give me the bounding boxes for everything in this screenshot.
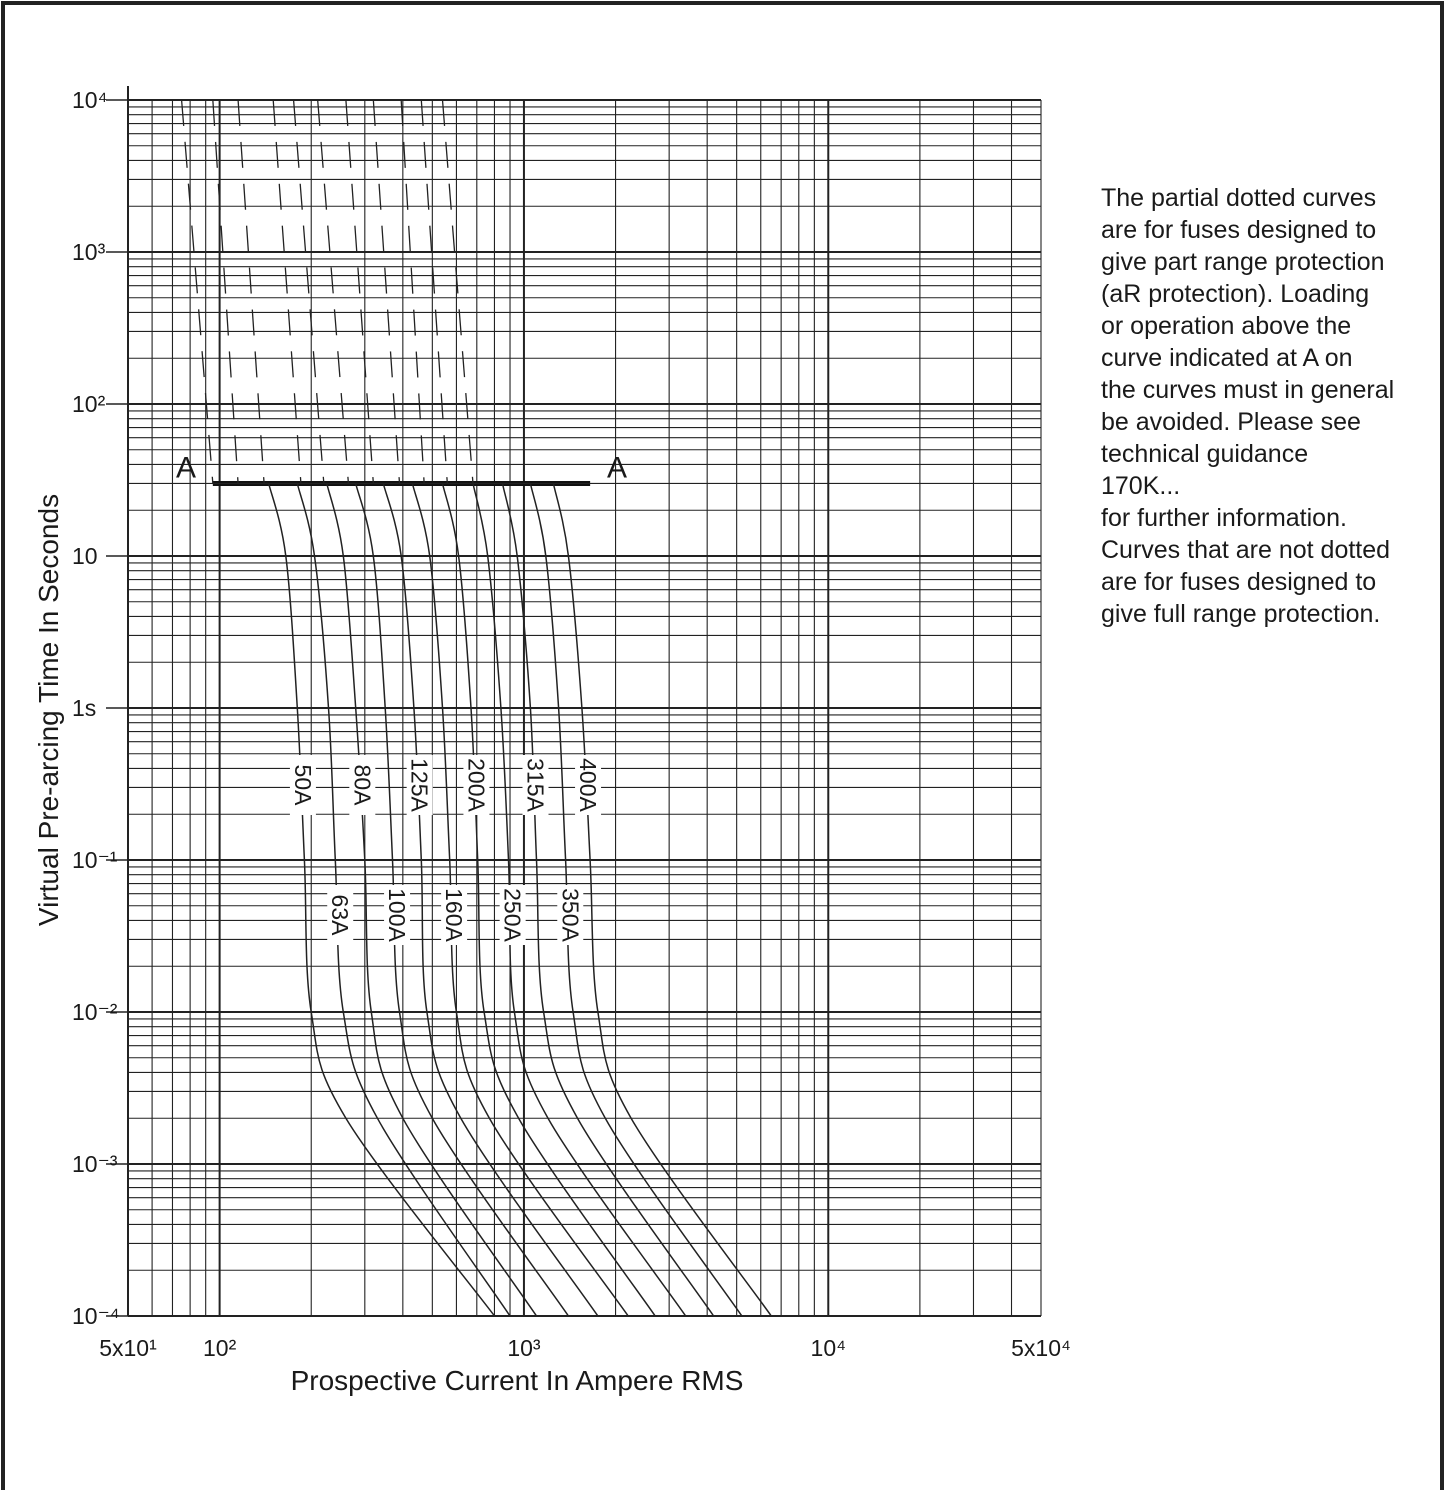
curve-label-315a: 315A <box>523 758 549 812</box>
curve-label-bg <box>349 755 376 815</box>
y-axis-label: Virtual Pre-arcing Time In Seconds <box>33 494 64 926</box>
x-axis-label: Prospective Current In Ampere RMS <box>291 1365 744 1396</box>
series-dotted-250a <box>372 99 401 484</box>
y-tick-label: 10² <box>72 391 106 417</box>
series-dotted-63a <box>212 99 239 484</box>
series-dotted-400a <box>441 99 474 484</box>
curve-label-250a: 250A <box>500 888 526 942</box>
curve-label-100a: 100A <box>384 888 410 942</box>
series-line-350a <box>529 483 743 1317</box>
y-tick-label: 10⁻³ <box>72 1151 118 1177</box>
curve-label-63a: 63A <box>327 895 353 937</box>
note-line: (aR protection). Loading <box>1101 280 1370 308</box>
series-dotted-50a <box>180 99 214 484</box>
note-line: Curves that are not dotted <box>1101 536 1391 564</box>
series-line-160a <box>411 483 629 1317</box>
series-dotted-350a <box>420 99 448 484</box>
curve-label-bg <box>289 755 316 815</box>
curve-label-bg <box>463 755 490 815</box>
curve-label-400a: 400A <box>575 758 601 812</box>
note-line: be avoided. Please see <box>1101 408 1361 436</box>
curve-label-bg <box>384 885 411 945</box>
a-marker-left: A <box>176 451 196 484</box>
x-tick-label: 5x10⁴ <box>1011 1335 1071 1361</box>
x-tick-label: 10³ <box>507 1335 541 1361</box>
curve-label-group: 50A 63A 80A 100A 125A 160A 200A 250A 315A 350A 400… <box>290 755 601 945</box>
protection-note: The partial dotted curves are for fuses d… <box>1101 182 1431 630</box>
series-line-50a <box>267 483 496 1317</box>
series-line-200a <box>441 483 656 1317</box>
curve-label-350a: 350A <box>557 888 583 942</box>
curve-label-bg <box>499 885 526 945</box>
series-line-63a <box>296 483 511 1317</box>
series-line-315a <box>501 483 715 1317</box>
y-tick-label: 10 <box>72 543 98 569</box>
note-line: technical guidance <box>1101 440 1309 468</box>
note-line: 170K... <box>1101 472 1181 500</box>
y-tick-label: 1s <box>72 695 96 721</box>
y-tick-label: 10⁻² <box>72 999 118 1025</box>
series-group <box>180 99 772 1317</box>
curve-label-200a: 200A <box>463 758 489 812</box>
series-line-100a <box>354 483 570 1317</box>
series-dotted-125a <box>292 99 325 484</box>
curve-label-bg <box>557 885 584 945</box>
series-line-80a <box>326 483 538 1317</box>
series-dotted-315a <box>400 99 425 484</box>
note-line: The partial dotted curves <box>1101 184 1377 212</box>
note-line: for further information. <box>1101 504 1347 532</box>
curve-label-bg <box>575 755 602 815</box>
tick-label-group: 10⁴ 10³ 10² 10 1s 10⁻¹ 10⁻² 10⁻³ 10⁻⁴ 5x10¹ 10² 10³… <box>72 87 1071 1361</box>
note-line: give full range protection. <box>1101 600 1381 628</box>
y-tick-label: 10⁴ <box>72 87 107 113</box>
note-line: curve indicated at A on <box>1101 344 1353 372</box>
note-line: give part range protection <box>1101 248 1385 276</box>
note-line: the curves must in general <box>1101 376 1395 404</box>
note-line: are for fuses designed to <box>1101 216 1377 244</box>
curve-label-160a: 160A <box>441 888 467 942</box>
note-line: or operation above the <box>1101 312 1352 340</box>
series-line-250a <box>472 483 687 1317</box>
curve-label-bg <box>522 755 549 815</box>
curve-label-bg <box>327 885 354 945</box>
y-tick-label: 10⁻⁴ <box>72 1303 120 1329</box>
series-dotted-100a <box>272 99 302 484</box>
x-tick-label: 5x10¹ <box>99 1335 157 1361</box>
series-line-400a <box>552 483 772 1317</box>
note-line: are for fuses designed to <box>1101 568 1377 596</box>
y-tick-label: 10⁻¹ <box>72 847 118 873</box>
series-line-125a <box>382 483 599 1317</box>
curve-label-bg <box>441 885 468 945</box>
x-tick-label: 10⁴ <box>811 1335 846 1361</box>
curve-label-50a: 50A <box>290 765 316 807</box>
a-marker-right: A <box>607 451 627 484</box>
series-dotted-80a <box>237 99 265 484</box>
x-tick-label: 10² <box>203 1335 237 1361</box>
chart-grid <box>106 86 1042 1317</box>
curve-label-bg <box>406 755 433 815</box>
series-dotted-200a <box>345 99 374 484</box>
y-tick-label: 10³ <box>72 239 106 265</box>
series-dotted-160a <box>317 99 350 484</box>
curve-label-80a: 80A <box>349 765 375 807</box>
curve-label-125a: 125A <box>407 758 433 812</box>
